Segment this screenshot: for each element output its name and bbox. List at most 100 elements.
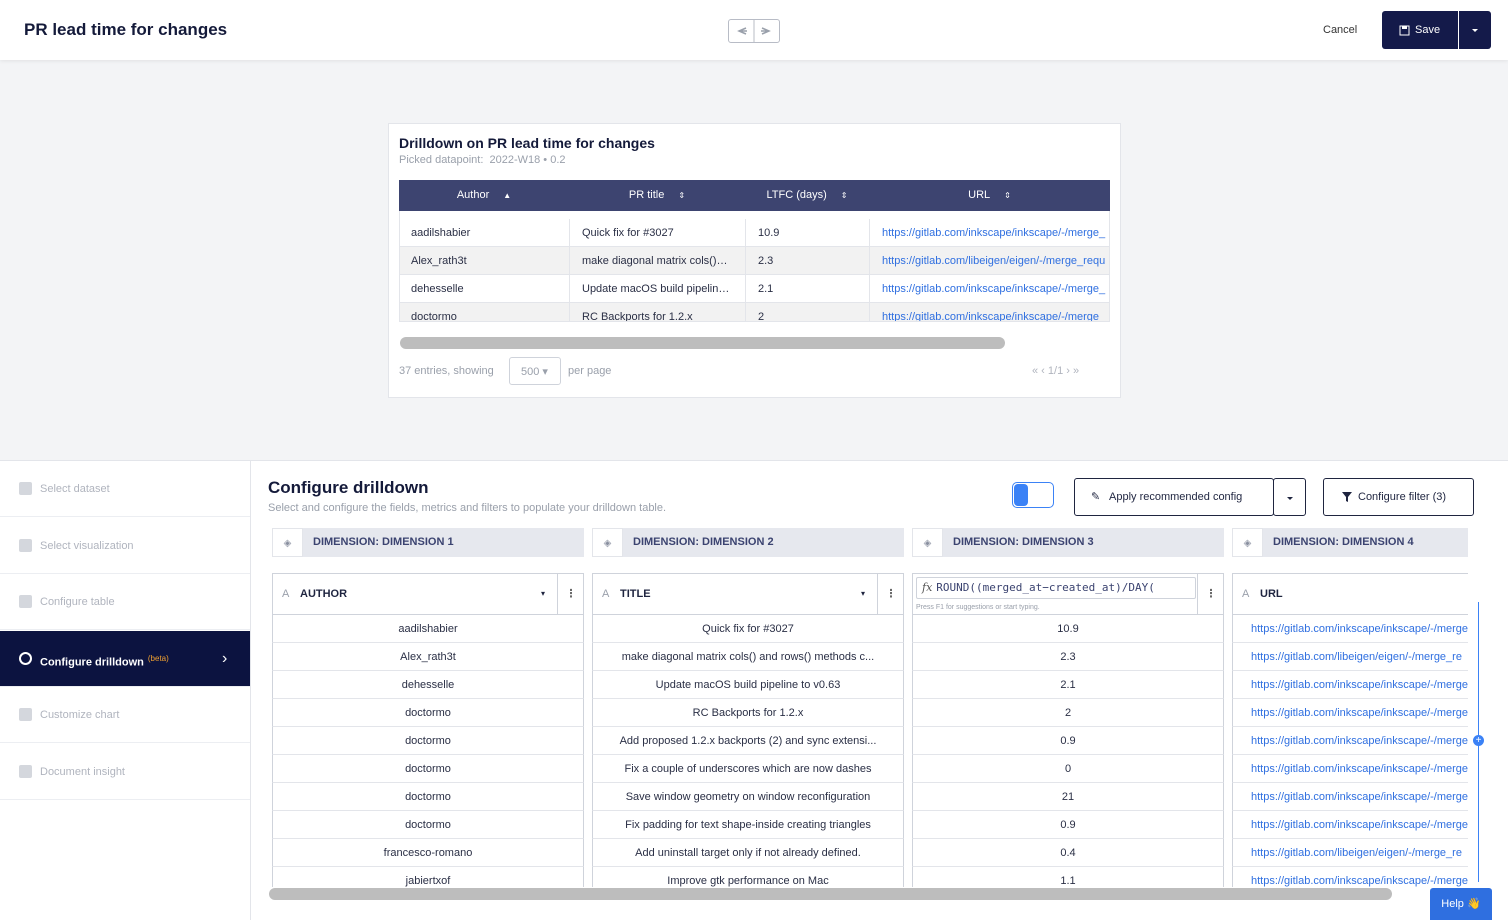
add-column-button[interactable]: +: [1473, 735, 1484, 746]
step-icon: [19, 708, 32, 721]
toggle[interactable]: [1012, 482, 1054, 508]
grid-cell[interactable]: https://gitlab.com/inkscape/inkscape/-/m…: [1232, 699, 1468, 727]
dimension-header: ◈ DIMENSION: DIMENSION 3: [912, 528, 1224, 557]
formula-text: ROUND((merged_at−created_at)/DAY(: [936, 581, 1155, 594]
apply-config-dropdown[interactable]: [1273, 478, 1306, 516]
page-size: 500: [521, 366, 540, 378]
apply-config-button[interactable]: ✎ Apply recommended config: [1074, 478, 1274, 516]
column-header[interactable]: Author ▲: [399, 180, 569, 211]
field-dropdown[interactable]: ▾: [861, 589, 866, 598]
sort-icon: ⇕: [1004, 191, 1011, 200]
table-cell: 2: [745, 303, 869, 322]
pagination[interactable]: « ‹ 1/1 › »: [1032, 365, 1080, 377]
grid-cell: Update macOS build pipeline to v0.63: [592, 671, 904, 699]
dimension-label: DIMENSION: DIMENSION 2: [633, 536, 774, 548]
scrollbar[interactable]: [400, 337, 1005, 349]
grid-cell: RC Backports for 1.2.x: [592, 699, 904, 727]
filter-icon: [1342, 492, 1352, 502]
dimension-icon: ◈: [912, 528, 943, 557]
formula-hint: Press F1 for suggestions or start typing…: [916, 604, 1040, 611]
column-header[interactable]: LTFC (days) ⇕: [745, 180, 869, 211]
table-row: [399, 275, 1110, 303]
grid-cell: 21: [912, 783, 1224, 811]
column-header[interactable]: PR title ⇕: [569, 180, 745, 211]
config-subtitle: Select and configure the fields, metrics…: [268, 502, 667, 514]
grid-cell[interactable]: https://gitlab.com/inkscape/inkscape/-/m…: [1232, 615, 1468, 643]
sidebar-step[interactable]: Select visualization: [0, 518, 250, 574]
dimension-label: DIMENSION: DIMENSION 1: [313, 536, 454, 548]
grid-cell: make diagonal matrix cols() and rows() m…: [592, 643, 904, 671]
grid-cell: Add proposed 1.2.x backports (2) and syn…: [592, 727, 904, 755]
cancel-button[interactable]: Cancel: [1323, 24, 1358, 36]
sidebar-step[interactable]: Configure drilldown (beta) ›: [0, 630, 250, 687]
table-cell[interactable]: https://gitlab.com/inkscape/inkscape/-/m…: [869, 275, 1110, 303]
save-dropdown[interactable]: [1459, 11, 1491, 49]
scrollbar[interactable]: [269, 888, 1392, 900]
page-indicator: 1/1: [1047, 365, 1064, 377]
table-cell: RC Backports for 1.2.x: [569, 303, 745, 322]
grid-cell: 2.1: [912, 671, 1224, 699]
table-cell[interactable]: https://gitlab.com/libeigen/eigen/-/merg…: [869, 247, 1110, 275]
sidebar-step[interactable]: Document insight: [0, 744, 250, 800]
grid-cell: aadilshabier: [272, 615, 584, 643]
sort-icon: ▲: [503, 191, 512, 200]
help-button[interactable]: Help 👋: [1430, 888, 1492, 920]
sidebar-step[interactable]: Customize chart: [0, 687, 250, 743]
save-button[interactable]: Save: [1382, 11, 1458, 49]
grid-cell[interactable]: https://gitlab.com/libeigen/eigen/-/merg…: [1232, 839, 1468, 867]
column-menu[interactable]: ⋮: [557, 574, 584, 614]
grid-cell: 2.3: [912, 643, 1224, 671]
formula-input[interactable]: fx ROUND((merged_at−created_at)/DAY(: [916, 577, 1196, 599]
column-menu[interactable]: ⋮: [1197, 574, 1224, 614]
grid-cell: Save window geometry on window reconfigu…: [592, 783, 904, 811]
table-cell: 2.1: [745, 275, 869, 303]
grid-cell: 0.9: [912, 727, 1224, 755]
grid-cell: doctormo: [272, 699, 584, 727]
step-icon: [19, 764, 32, 778]
preview-subtitle: Picked datapoint: 2022-W18 • 0.2: [399, 154, 566, 166]
field-name: TITLE: [620, 588, 651, 600]
sort-icon: ⇕: [678, 191, 686, 200]
grid-cell: dehesselle: [272, 671, 584, 699]
preview-table: Author ▲ PR title ⇕ LTFC (days) ⇕ URL ⇕ aadilsha…: [399, 180, 1110, 322]
formula-icon: fx: [922, 581, 933, 594]
step-label: Select visualization: [40, 539, 134, 552]
grid-cell: doctormo: [272, 783, 584, 811]
table-cell[interactable]: https://gitlab.com/inkscape/inkscape/-/m…: [869, 303, 1110, 322]
filter-button[interactable]: Configure filter (3): [1323, 478, 1474, 516]
grid-cell[interactable]: https://gitlab.com/inkscape/inkscape/-/m…: [1232, 867, 1468, 887]
step-icon: [19, 595, 32, 608]
config-title: Configure drilldown: [268, 478, 429, 497]
grid-cell: 1.1: [912, 867, 1224, 887]
divider: [250, 461, 251, 920]
field-dropdown[interactable]: ▾: [541, 589, 546, 598]
dimension-icon: ◈: [592, 528, 623, 557]
field-header: fx ROUND((merged_at−created_at)/DAY( Press…: [912, 573, 1224, 615]
grid-cell[interactable]: https://gitlab.com/inkscape/inkscape/-/m…: [1232, 783, 1468, 811]
step-icon: [19, 651, 32, 665]
grid-cell: doctormo: [272, 811, 584, 839]
grid-cell[interactable]: https://gitlab.com/inkscape/inkscape/-/m…: [1232, 671, 1468, 699]
column-header[interactable]: URL ⇕: [869, 180, 1110, 211]
page-size-select[interactable]: 500 ▾: [509, 357, 561, 385]
field-name: URL: [1260, 588, 1283, 600]
grid-cell: Add uninstall target only if not already…: [592, 839, 904, 867]
sidebar-step[interactable]: Select dataset: [0, 461, 250, 517]
toggle-knob: [1014, 484, 1028, 506]
sidebar-step[interactable]: Configure table: [0, 574, 250, 630]
grid-cell[interactable]: https://gitlab.com/inkscape/inkscape/-/m…: [1232, 755, 1468, 783]
column-header-label: URL: [968, 189, 991, 201]
column-menu[interactable]: ⋮: [877, 574, 904, 614]
column-header-label: PR title: [628, 189, 665, 201]
entries-label: 37 entries, showing: [399, 365, 494, 377]
grid-cell[interactable]: https://gitlab.com/libeigen/eigen/-/merg…: [1232, 643, 1468, 671]
step-label: Select dataset: [40, 483, 110, 495]
page-title: PR lead time for changes: [24, 20, 228, 39]
grid-cell[interactable]: https://gitlab.com/inkscape/inkscape/-/m…: [1232, 811, 1468, 839]
table-cell[interactable]: https://gitlab.com/inkscape/inkscape/-/m…: [869, 219, 1110, 247]
grid-cell[interactable]: https://gitlab.com/inkscape/inkscape/-/m…: [1232, 727, 1468, 755]
table-cell: make diagonal matrix cols()…: [569, 247, 745, 275]
grid-cell: jabiertxof: [272, 867, 584, 887]
undo-redo[interactable]: [728, 19, 780, 43]
